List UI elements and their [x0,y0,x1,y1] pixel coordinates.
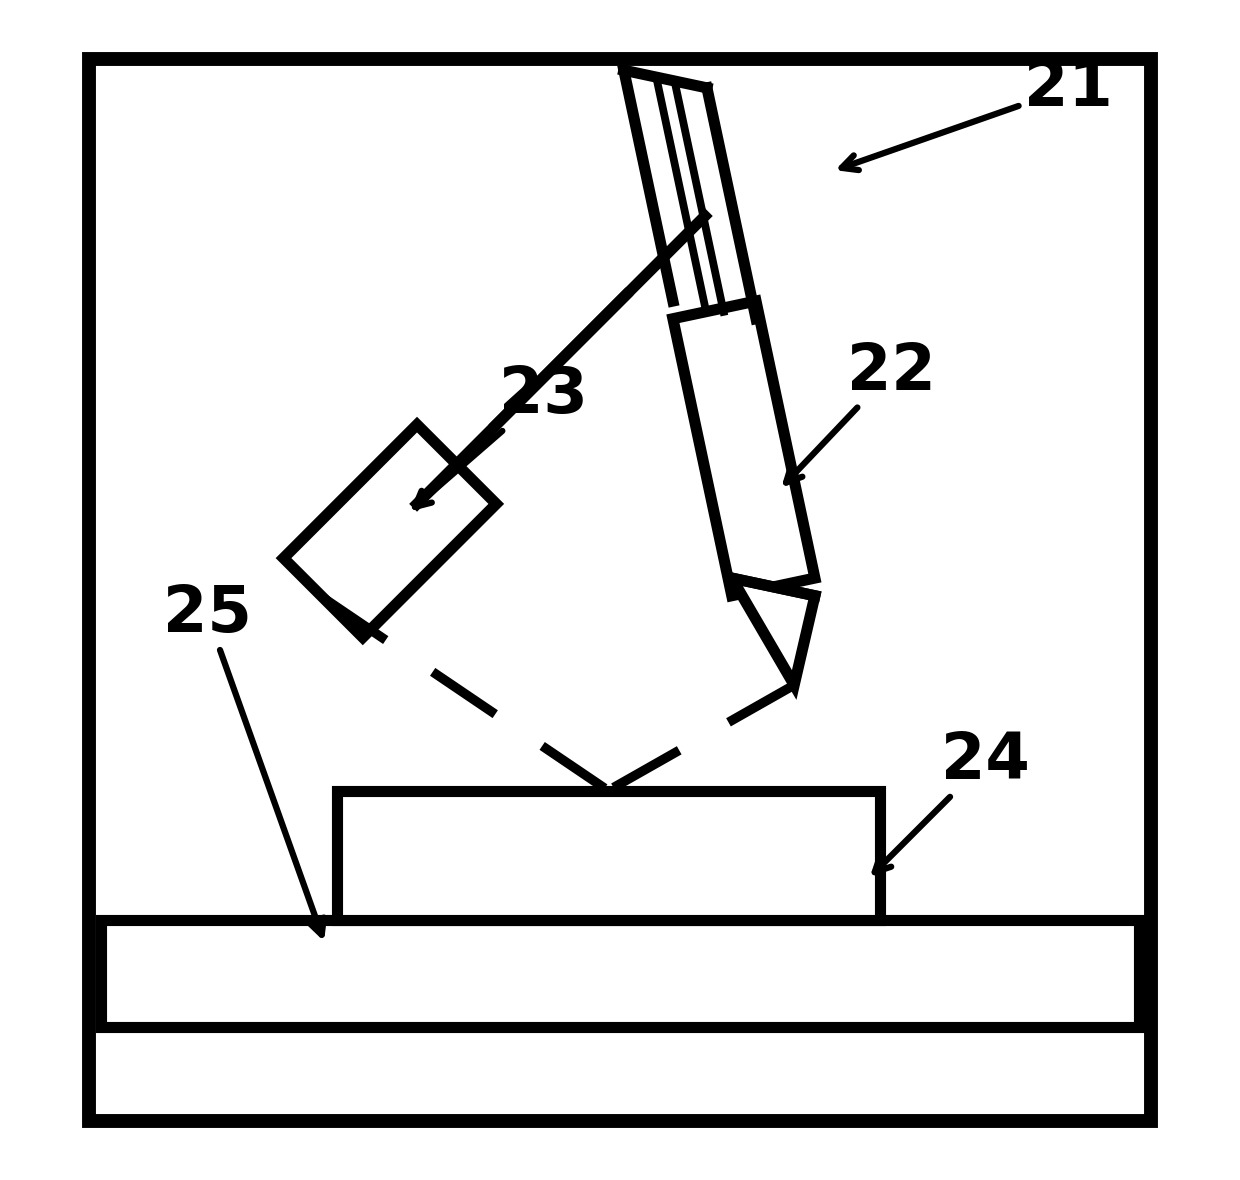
Text: 24: 24 [874,730,1030,872]
Bar [89,59,1151,1121]
Text: 25: 25 [162,583,324,935]
Polygon shape [673,301,815,596]
Polygon shape [732,578,815,686]
Text: 22: 22 [786,341,936,483]
Bar [337,791,879,920]
Polygon shape [284,425,496,637]
Text: 23: 23 [415,365,588,507]
Text: 21: 21 [842,58,1112,170]
Bar [100,920,1140,1027]
